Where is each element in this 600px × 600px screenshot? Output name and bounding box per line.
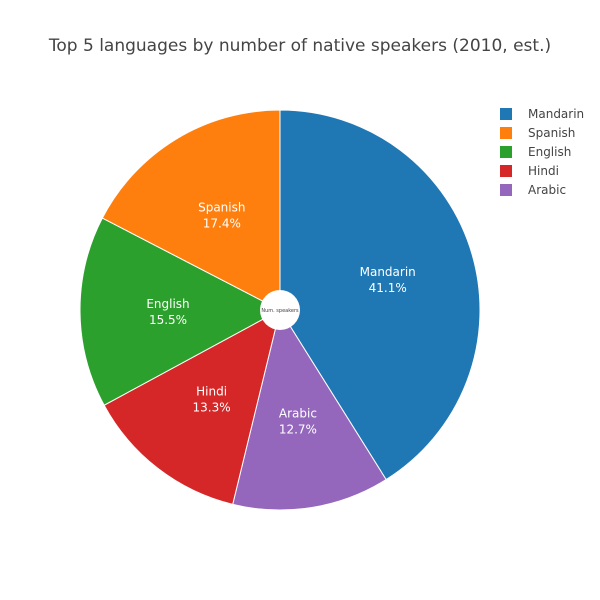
pie-slice-spanish[interactable]: [101, 109, 281, 311]
slice-percent-label: 13.3%: [193, 401, 231, 415]
legend: Mandarin Spanish English Hindi Arabic: [500, 107, 584, 197]
slice-name-label: English: [146, 297, 189, 311]
legend-item-english[interactable]: English: [500, 145, 571, 159]
slice-percent-label: 12.7%: [279, 423, 317, 437]
pie-slice-english[interactable]: [79, 217, 282, 406]
chart-title: Top 5 languages by number of native spea…: [48, 36, 551, 56]
legend-item-mandarin[interactable]: Mandarin: [500, 107, 584, 121]
slice-name-label: Hindi: [196, 385, 227, 399]
slice-name-label: Arabic: [279, 407, 317, 421]
legend-label: Arabic: [528, 183, 566, 197]
pie-slice-labels: Mandarin 41.1% Arabic 12.7% Hindi 13.3% Englis…: [146, 200, 415, 436]
pie-center-hole: [260, 290, 300, 330]
pie-slice-hindi[interactable]: [103, 309, 281, 505]
legend-item-arabic[interactable]: Arabic: [500, 183, 566, 197]
legend-label: Hindi: [528, 164, 559, 178]
legend-swatch: [500, 146, 512, 158]
slice-percent-label: 15.5%: [149, 313, 187, 327]
legend-item-spanish[interactable]: Spanish: [500, 126, 575, 140]
legend-swatch: [500, 127, 512, 139]
pie-center-label: Num. speakers: [261, 308, 299, 314]
pie-slices: [79, 109, 481, 511]
legend-label: Spanish: [528, 126, 575, 140]
legend-label: English: [528, 145, 571, 159]
legend-swatch: [500, 165, 512, 177]
pie-slice-arabic[interactable]: [232, 308, 387, 511]
legend-swatch: [500, 184, 512, 196]
legend-item-hindi[interactable]: Hindi: [500, 164, 559, 178]
slice-percent-label: 17.4%: [203, 216, 241, 230]
legend-swatch: [500, 108, 512, 120]
slice-name-label: Mandarin: [360, 265, 416, 279]
pie-slice-mandarin[interactable]: [279, 109, 481, 481]
slice-percent-label: 41.1%: [369, 281, 407, 295]
legend-label: Mandarin: [528, 107, 584, 121]
slice-name-label: Spanish: [198, 200, 245, 214]
